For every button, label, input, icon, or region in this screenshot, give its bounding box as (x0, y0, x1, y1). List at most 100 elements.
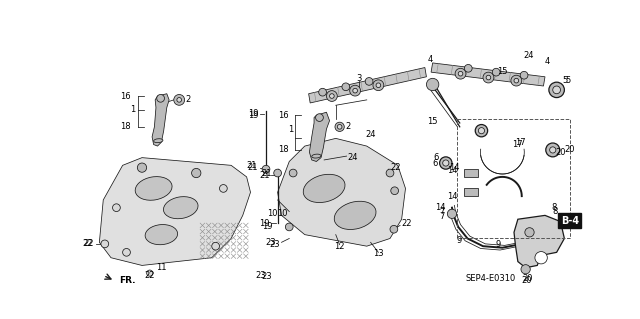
Text: 6: 6 (433, 159, 438, 167)
Circle shape (440, 157, 452, 169)
Text: 19: 19 (259, 219, 270, 227)
Circle shape (520, 71, 528, 79)
Text: 11: 11 (156, 263, 166, 272)
Circle shape (549, 82, 564, 98)
Polygon shape (278, 138, 406, 246)
Text: 4: 4 (545, 57, 550, 66)
Circle shape (123, 249, 131, 256)
Text: 1: 1 (288, 125, 293, 134)
Text: 24: 24 (348, 153, 358, 162)
Text: 16: 16 (278, 111, 289, 120)
Bar (463, 189, 477, 196)
Text: 23: 23 (269, 240, 280, 249)
Text: 20: 20 (523, 274, 533, 283)
Circle shape (191, 168, 201, 178)
Text: 9: 9 (457, 235, 462, 245)
Text: 15: 15 (497, 67, 508, 76)
Circle shape (376, 83, 381, 87)
Text: 14: 14 (447, 192, 458, 201)
Ellipse shape (145, 225, 178, 245)
Circle shape (443, 160, 449, 166)
Text: 14: 14 (447, 166, 458, 175)
Text: 19: 19 (248, 109, 259, 118)
Text: 22: 22 (145, 271, 155, 280)
Circle shape (391, 187, 399, 195)
Text: 16: 16 (120, 92, 131, 100)
Circle shape (553, 86, 561, 94)
Bar (458, 119, 570, 239)
Polygon shape (99, 158, 250, 265)
Text: 7: 7 (439, 212, 444, 221)
Circle shape (373, 80, 384, 91)
Circle shape (546, 143, 560, 157)
Circle shape (212, 242, 220, 250)
Text: 21: 21 (259, 171, 270, 180)
Text: 21: 21 (248, 163, 259, 172)
Text: 6: 6 (433, 153, 439, 162)
Text: 2: 2 (346, 122, 351, 131)
Text: 17: 17 (516, 138, 526, 147)
Circle shape (550, 147, 556, 153)
Text: 17: 17 (513, 140, 523, 149)
Circle shape (447, 209, 457, 219)
Polygon shape (308, 68, 426, 103)
Text: 1: 1 (130, 105, 135, 115)
Circle shape (349, 85, 360, 96)
Circle shape (521, 265, 531, 274)
Text: B-4: B-4 (561, 216, 579, 226)
Circle shape (174, 94, 184, 105)
Circle shape (492, 68, 500, 76)
Circle shape (426, 78, 439, 91)
Text: 10: 10 (267, 209, 278, 218)
Text: 21: 21 (246, 161, 257, 170)
Circle shape (274, 169, 282, 177)
Ellipse shape (163, 197, 198, 219)
Text: 5: 5 (565, 76, 570, 85)
Circle shape (511, 75, 522, 86)
Text: 20: 20 (521, 276, 532, 285)
Text: 9: 9 (496, 240, 501, 249)
Text: 24: 24 (365, 130, 376, 139)
Text: 5: 5 (562, 76, 567, 85)
Circle shape (138, 163, 147, 172)
Circle shape (319, 88, 326, 96)
Circle shape (101, 240, 109, 248)
Text: 12: 12 (334, 242, 345, 251)
Circle shape (353, 88, 358, 93)
Circle shape (285, 223, 293, 231)
Circle shape (113, 204, 120, 211)
Text: 24: 24 (524, 51, 534, 60)
Circle shape (177, 98, 182, 102)
Circle shape (342, 83, 349, 91)
Text: 23: 23 (255, 271, 266, 280)
Circle shape (335, 122, 344, 131)
Circle shape (220, 185, 227, 192)
Text: 23: 23 (262, 272, 272, 281)
Circle shape (262, 165, 270, 173)
Polygon shape (309, 112, 330, 161)
Text: FR.: FR. (119, 276, 135, 285)
Circle shape (476, 124, 488, 137)
Text: SEP4-E0310: SEP4-E0310 (466, 274, 516, 283)
Circle shape (326, 91, 337, 101)
Text: 13: 13 (373, 249, 384, 258)
Text: 14: 14 (435, 203, 446, 212)
Text: 19: 19 (262, 222, 272, 231)
Text: 8: 8 (553, 207, 558, 216)
Text: 22: 22 (390, 163, 401, 172)
Text: 19: 19 (248, 111, 259, 120)
Circle shape (390, 226, 397, 233)
Circle shape (483, 72, 494, 83)
Circle shape (386, 169, 394, 177)
Text: 18: 18 (120, 122, 131, 131)
Text: 10: 10 (277, 209, 288, 218)
Circle shape (455, 68, 466, 79)
Circle shape (157, 94, 164, 102)
Text: 18: 18 (278, 145, 289, 154)
Circle shape (147, 270, 153, 276)
Ellipse shape (303, 174, 345, 203)
Circle shape (465, 64, 472, 72)
Text: 22: 22 (83, 239, 94, 249)
Text: 22: 22 (402, 219, 412, 227)
Text: 15: 15 (427, 117, 437, 126)
